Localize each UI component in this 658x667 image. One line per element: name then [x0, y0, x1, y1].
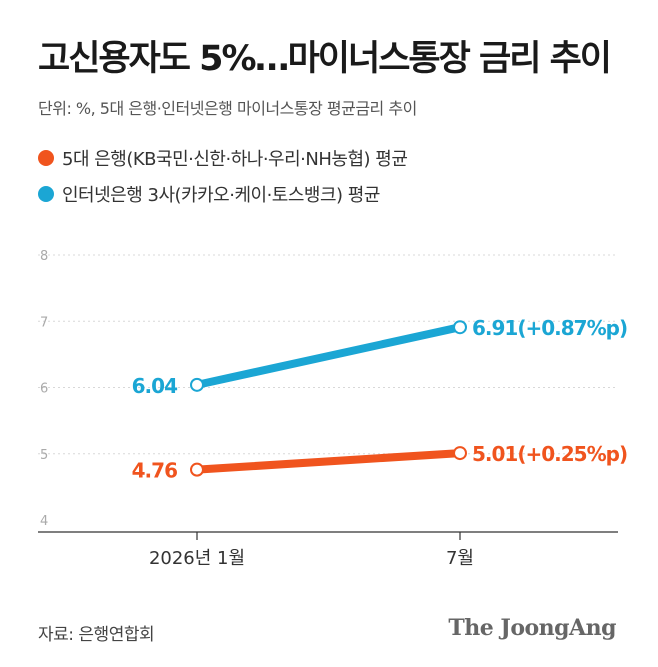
source-note: 자료: 은행연합회	[38, 625, 155, 645]
data-label: 4.76	[132, 459, 177, 483]
legend-item-big-banks: 5대 은행(KB국민·신한·하나·우리·NH농협) 평균	[38, 140, 408, 176]
legend-item-internet-banks: 인터넷은행 3사(카카오·케이·토스뱅크) 평균	[38, 176, 407, 212]
y-tick-label: 6	[40, 382, 48, 397]
data-point	[453, 446, 467, 461]
series-line	[193, 449, 464, 474]
series-line	[193, 323, 464, 389]
y-tick-label: 4	[40, 514, 48, 529]
chart-title: 고신용자도 5%…마이너스통장 금리 추이	[38, 39, 612, 79]
legend: 5대 은행(KB국민·신한·하나·우리·NH농협) 평균 인터넷은행 3사(카카…	[38, 140, 408, 212]
x-tick-label: 7월	[446, 548, 474, 569]
data-point	[190, 462, 204, 477]
legend-swatch	[38, 186, 54, 202]
y-tick-label: 5	[40, 448, 48, 463]
unit-label: 단위: %, 5대 은행·인터넷은행 마이너스통장 평균금리 추이	[38, 99, 417, 118]
publisher-logo: The JoongAng	[448, 615, 616, 641]
legend-label: 5대 은행(KB국민·신한·하나·우리·NH농협) 평균	[62, 149, 408, 170]
legend-label: 인터넷은행 3사(카카오·케이·토스뱅크) 평균	[62, 185, 380, 206]
legend-swatch	[38, 150, 54, 166]
y-tick-label: 8	[40, 249, 48, 264]
x-tick-label: 2026년 1월	[149, 548, 245, 569]
y-tick-label: 7	[40, 315, 48, 330]
data-point	[453, 320, 467, 335]
data-label: 6.91(+0.87%p)	[472, 316, 627, 340]
data-label: 5.01(+0.25%p)	[472, 442, 627, 466]
data-point	[190, 377, 204, 392]
data-label: 6.04	[132, 374, 177, 398]
